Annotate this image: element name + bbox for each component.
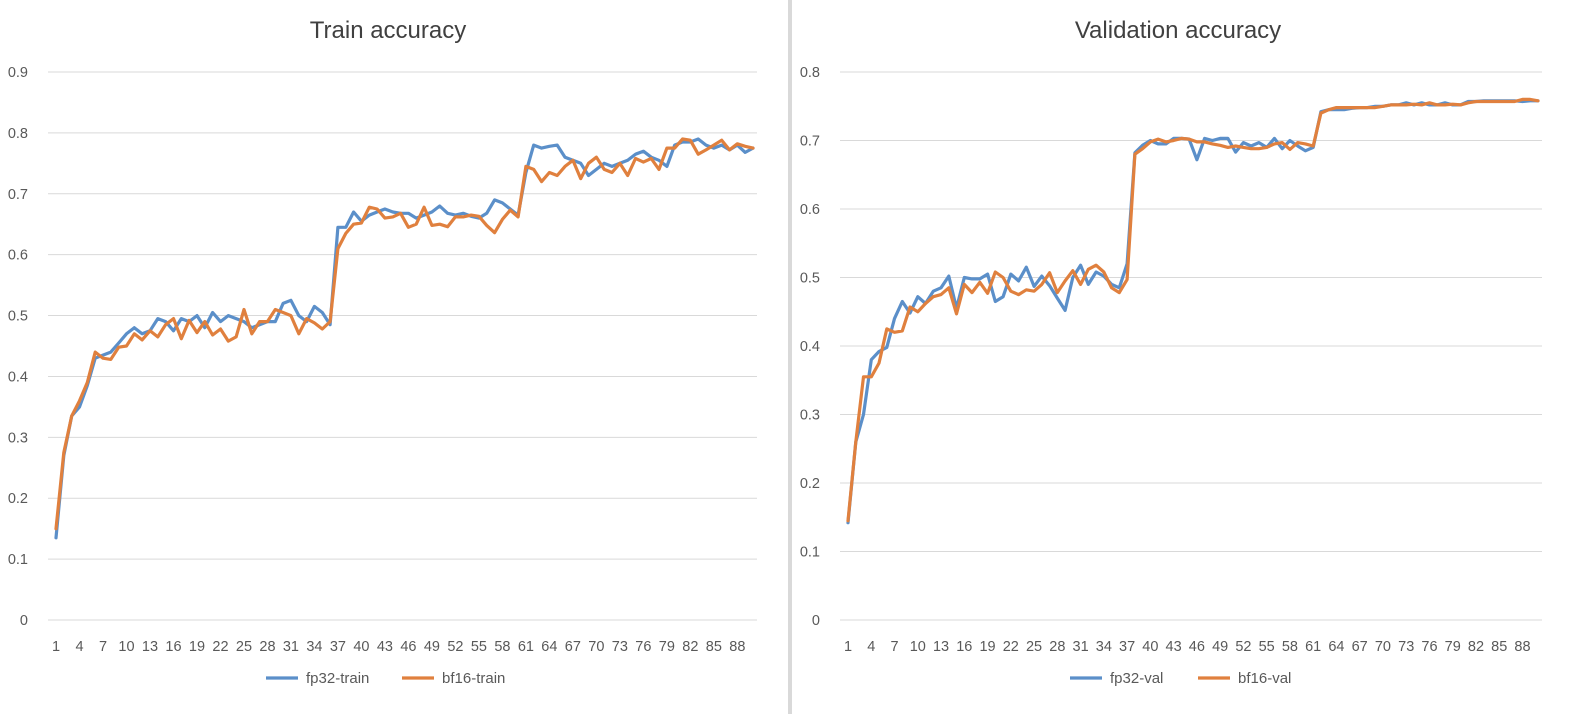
x-tick-label: 46 xyxy=(1189,639,1205,655)
y-tick-label: 0.2 xyxy=(800,476,820,492)
chart-svg: Validation accuracy 0 0.1 0.2 0.3 0.4 0.5 0.6 0.… xyxy=(800,17,1542,687)
legend-label: bf16-train xyxy=(442,670,505,687)
y-tick-label: 0.4 xyxy=(8,369,28,385)
x-tick-label: 79 xyxy=(1445,639,1461,655)
x-tick-label: 67 xyxy=(565,639,581,655)
x-tick-label: 19 xyxy=(189,639,205,655)
x-tick-label: 34 xyxy=(1096,639,1112,655)
y-tick-label: 0.4 xyxy=(800,339,820,355)
x-tick-label: 37 xyxy=(1119,639,1135,655)
validation-accuracy-chart: Validation accuracy 0 0.1 0.2 0.3 0.4 0.5 0.6 0.… xyxy=(798,0,1584,714)
x-tick-label: 16 xyxy=(956,639,972,655)
x-tick-label: 76 xyxy=(635,639,651,655)
y-tick-label: 0.2 xyxy=(8,491,28,507)
legend-label: bf16-val xyxy=(1238,670,1291,687)
x-tick-label: 25 xyxy=(236,639,252,655)
x-tick-label: 4 xyxy=(867,639,875,655)
x-tick-label: 82 xyxy=(682,639,698,655)
y-tick-label: 0.1 xyxy=(800,545,820,561)
x-tick-label: 58 xyxy=(494,639,510,655)
x-tick-label: 40 xyxy=(353,639,369,655)
chart-svg: Train accuracy 0 0.1 0.2 0.3 0.4 0.5 0.6 0.7 0.8 0… xyxy=(8,17,757,687)
x-tick-label: 64 xyxy=(1328,639,1344,655)
x-tick-label: 85 xyxy=(706,639,722,655)
x-tick-label: 73 xyxy=(612,639,628,655)
x-tick-label: 7 xyxy=(99,639,107,655)
x-tick-label: 13 xyxy=(933,639,949,655)
y-tick-label: 0.7 xyxy=(800,134,820,150)
series-line-fp32-train xyxy=(54,137,755,540)
x-tick-label: 10 xyxy=(910,639,926,655)
y-tick-label: 0.8 xyxy=(800,65,820,81)
x-tick-label: 40 xyxy=(1142,639,1158,655)
x-tick-label: 4 xyxy=(75,639,83,655)
y-tick-label: 0.5 xyxy=(8,309,28,325)
y-tick-label: 0.1 xyxy=(8,552,28,568)
series-line-fp32-val xyxy=(846,99,1540,525)
x-tick-label: 22 xyxy=(212,639,228,655)
x-tick-label: 52 xyxy=(447,639,463,655)
series-line-bf16-val xyxy=(846,97,1540,523)
x-tick-label: 1 xyxy=(52,639,60,655)
x-tick-label: 34 xyxy=(306,639,322,655)
x-tick-label: 55 xyxy=(1259,639,1275,655)
x-tick-label: 31 xyxy=(1073,639,1089,655)
chart-title: Validation accuracy xyxy=(1075,17,1281,44)
train-accuracy-chart: Train accuracy 0 0.1 0.2 0.3 0.4 0.5 0.6 0.7 0.8 0… xyxy=(0,0,788,714)
x-tick-label: 70 xyxy=(1375,639,1391,655)
x-tick-label: 1 xyxy=(844,639,852,655)
x-tick-label: 58 xyxy=(1282,639,1298,655)
x-tick-label: 31 xyxy=(283,639,299,655)
y-tick-label: 0.5 xyxy=(800,271,820,287)
x-tick-label: 13 xyxy=(142,639,158,655)
x-tick-label: 46 xyxy=(400,639,416,655)
y-tick-label: 0.3 xyxy=(8,430,28,446)
x-tick-label: 43 xyxy=(377,639,393,655)
x-tick-label: 16 xyxy=(165,639,181,655)
x-tick-label: 85 xyxy=(1491,639,1507,655)
y-tick-label: 0.7 xyxy=(8,187,28,203)
x-tick-label: 28 xyxy=(259,639,275,655)
x-tick-label: 76 xyxy=(1421,639,1437,655)
x-tick-label: 10 xyxy=(118,639,134,655)
x-tick-label: 70 xyxy=(588,639,604,655)
x-tick-label: 64 xyxy=(541,639,557,655)
x-tick-label: 7 xyxy=(890,639,898,655)
x-tick-label: 19 xyxy=(979,639,995,655)
x-tick-label: 67 xyxy=(1352,639,1368,655)
y-tick-label: 0.9 xyxy=(8,65,28,81)
x-tick-label: 82 xyxy=(1468,639,1484,655)
legend-label: fp32-val xyxy=(1110,670,1163,687)
y-tick-label: 0 xyxy=(20,613,28,629)
y-tick-label: 0.8 xyxy=(8,126,28,142)
y-tick-label: 0.6 xyxy=(8,248,28,264)
y-tick-label: 0.6 xyxy=(800,202,820,218)
x-tick-label: 73 xyxy=(1398,639,1414,655)
x-tick-label: 61 xyxy=(1305,639,1321,655)
x-tick-label: 25 xyxy=(1026,639,1042,655)
x-tick-label: 22 xyxy=(1003,639,1019,655)
x-tick-label: 28 xyxy=(1049,639,1065,655)
x-tick-label: 37 xyxy=(330,639,346,655)
series-line-bf16-train xyxy=(54,137,755,531)
x-tick-label: 88 xyxy=(729,639,745,655)
x-tick-label: 49 xyxy=(424,639,440,655)
chart-title: Train accuracy xyxy=(310,17,467,44)
x-tick-label: 79 xyxy=(659,639,675,655)
legend-label: fp32-train xyxy=(306,670,369,687)
x-tick-label: 49 xyxy=(1212,639,1228,655)
x-tick-label: 55 xyxy=(471,639,487,655)
x-tick-label: 61 xyxy=(518,639,534,655)
y-tick-label: 0.3 xyxy=(800,408,820,424)
y-tick-label: 0 xyxy=(812,613,820,629)
x-tick-label: 88 xyxy=(1514,639,1530,655)
x-tick-label: 43 xyxy=(1166,639,1182,655)
x-tick-label: 52 xyxy=(1235,639,1251,655)
panel-divider xyxy=(788,0,792,714)
